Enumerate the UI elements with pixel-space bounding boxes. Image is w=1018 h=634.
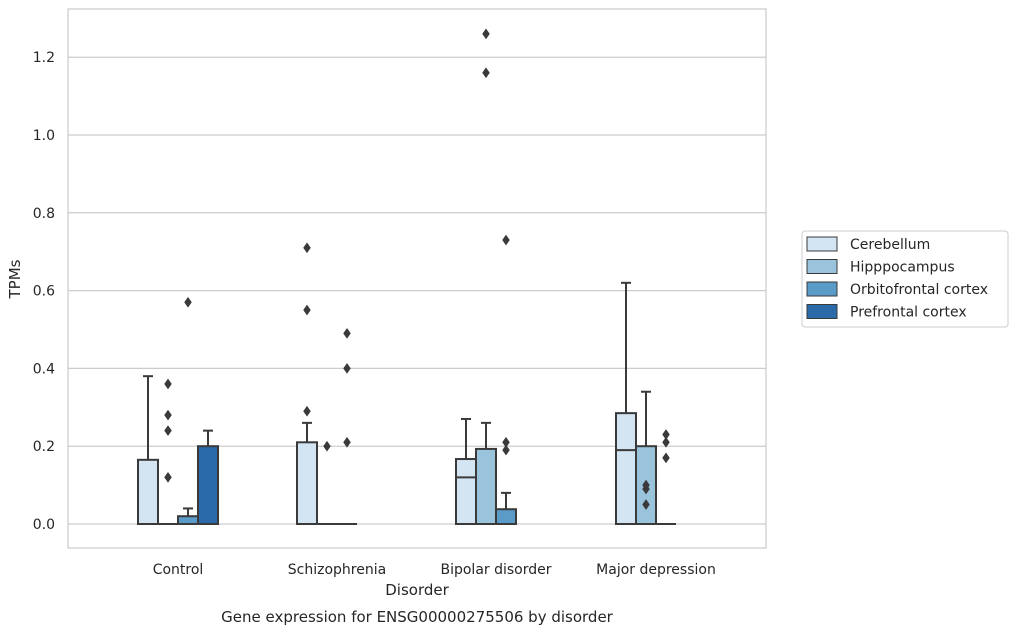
box-body	[296, 441, 318, 525]
outlier-point	[482, 67, 490, 79]
legend-frame	[801, 230, 1009, 328]
y-tick-label: 0.6	[33, 284, 55, 300]
y-tick-label: 0.4	[33, 361, 55, 377]
outlier-point	[164, 409, 172, 421]
outlier-point	[303, 405, 311, 417]
outlier-point	[642, 483, 650, 495]
y-tick-labels: 0.0 0.2 0.4 0.6 0.8 1.0 1.2	[33, 50, 55, 533]
box-body	[177, 515, 199, 525]
outlier-point	[343, 362, 351, 374]
x-axis-label: Disorder	[385, 581, 449, 599]
y-tick-label: 1.2	[33, 50, 55, 66]
outlier-point	[502, 444, 510, 456]
y-tick-label: 1.0	[33, 128, 55, 144]
box-cerebellum	[137, 375, 159, 525]
box-body	[495, 508, 517, 525]
chart-caption: Gene expression for ENSG00000275506 by d…	[221, 608, 614, 626]
legend-label: Hipppocampus	[850, 260, 955, 276]
box-body	[615, 412, 637, 526]
x-tick-label: Schizophrenia	[288, 562, 386, 578]
outlier-point	[164, 425, 172, 437]
y-tick-label: 0.2	[33, 439, 55, 455]
outlier-point	[164, 471, 172, 483]
y-tick-label: 0.0	[33, 517, 55, 533]
box-orbitofrontal-cortex	[177, 507, 199, 525]
box-orbitofrontal-cortex	[495, 491, 517, 525]
outlier-points-layer	[164, 28, 670, 510]
y-axis-label: TPMs	[6, 259, 24, 299]
legend-swatch	[806, 259, 838, 274]
y-gridlines	[68, 56, 766, 525]
box-body	[137, 458, 159, 525]
outlier-point	[482, 28, 490, 40]
x-tick-label: Major depression	[596, 562, 716, 578]
x-tick-label: Control	[153, 562, 204, 578]
outlier-point	[184, 296, 192, 308]
box-series-layer	[137, 281, 676, 526]
outlier-point	[343, 436, 351, 448]
outlier-point	[323, 440, 331, 452]
box-body	[197, 445, 219, 526]
plot-frame	[67, 8, 767, 549]
x-tick-labels: Control Schizophrenia Bipolar disorder Majo…	[153, 562, 716, 578]
box-hipppocampus	[475, 421, 497, 526]
legend: Cerebellum Hipppocampus Orbitofrontal cort…	[801, 230, 1009, 328]
legend-items: Cerebellum Hipppocampus Orbitofrontal cort…	[806, 236, 988, 321]
box-body	[475, 447, 497, 526]
outlier-point	[303, 242, 311, 254]
legend-label: Orbitofrontal cortex	[850, 282, 988, 298]
box-prefrontal-cortex	[197, 429, 219, 526]
box-cerebellum	[615, 281, 637, 526]
outlier-point	[164, 378, 172, 390]
legend-swatch	[806, 236, 838, 252]
outlier-point	[343, 327, 351, 339]
outlier-point	[642, 499, 650, 510]
legend-swatch	[806, 304, 838, 319]
legend-label: Prefrontal cortex	[850, 305, 967, 321]
legend-label: Cerebellum	[850, 237, 930, 253]
legend-swatch	[806, 281, 838, 297]
outlier-point	[502, 234, 510, 246]
outlier-point	[662, 452, 670, 464]
y-tick-label: 0.8	[33, 206, 55, 222]
x-tick-label: Bipolar disorder	[440, 562, 551, 578]
box-cerebellum	[296, 421, 318, 525]
outlier-point	[662, 436, 670, 448]
box-body	[455, 458, 477, 525]
outlier-point	[303, 304, 311, 316]
box-cerebellum	[455, 417, 477, 525]
